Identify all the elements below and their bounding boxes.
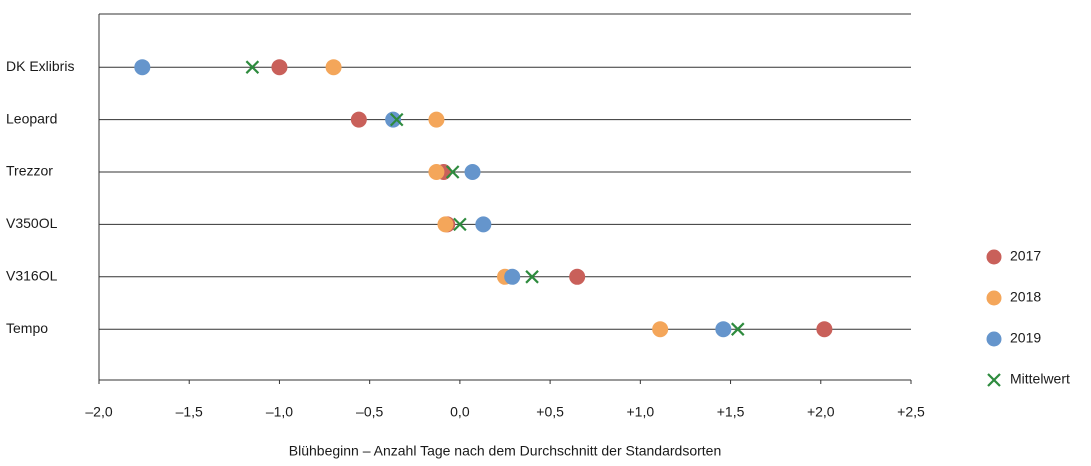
x-tick-label: +2,0 — [807, 404, 835, 420]
x-tick-label: –1,5 — [176, 404, 203, 420]
x-tick-label: –2,0 — [85, 404, 112, 420]
dot — [816, 321, 833, 338]
x-tick-label: –1,0 — [266, 404, 293, 420]
y-tick-label: V316OL — [6, 268, 58, 284]
mean-marker — [445, 165, 460, 179]
legend-label: Mittelwert — [1010, 371, 1070, 387]
legend-label: 2017 — [1010, 248, 1041, 264]
dot — [437, 216, 454, 233]
legend-marker — [987, 373, 1001, 387]
y-tick-label: V350OL — [6, 215, 58, 231]
x-tick-label: +0,5 — [536, 404, 564, 420]
x-axis-label: Blühbeginn – Anzahl Tage nach dem Durchs… — [289, 443, 721, 459]
mean-marker — [389, 112, 404, 127]
legend-marker — [986, 249, 1002, 265]
dot — [271, 59, 288, 76]
dot — [464, 164, 481, 180]
y-tick-label: Leopard — [6, 110, 57, 126]
x-tick-label: +2,5 — [897, 404, 925, 420]
mean-marker — [525, 270, 539, 284]
y-tick-label: Tempo — [6, 320, 48, 336]
mean-marker — [730, 322, 745, 336]
dot — [350, 111, 367, 128]
dot — [569, 268, 586, 285]
dot — [428, 164, 445, 180]
dot — [475, 216, 492, 233]
y-tick-label: DK Exlibris — [6, 58, 74, 74]
dot — [385, 111, 402, 128]
x-tick-label: 0,0 — [450, 404, 470, 420]
dot — [428, 111, 445, 128]
legend-marker — [986, 331, 1002, 347]
y-tick-label: Trezzor — [6, 163, 53, 179]
dot — [652, 321, 669, 338]
dot — [504, 268, 521, 285]
dot — [715, 321, 732, 338]
dot — [325, 59, 342, 76]
x-tick-label: –0,5 — [356, 404, 383, 420]
x-tick-label: +1,0 — [627, 404, 655, 420]
mean-marker — [245, 60, 260, 74]
dot — [134, 59, 151, 76]
mean-marker — [453, 217, 467, 232]
legend-label: 2018 — [1010, 289, 1041, 305]
x-tick-label: +1,5 — [717, 404, 745, 420]
legend-marker — [986, 290, 1002, 306]
legend-label: 2019 — [1010, 330, 1041, 346]
